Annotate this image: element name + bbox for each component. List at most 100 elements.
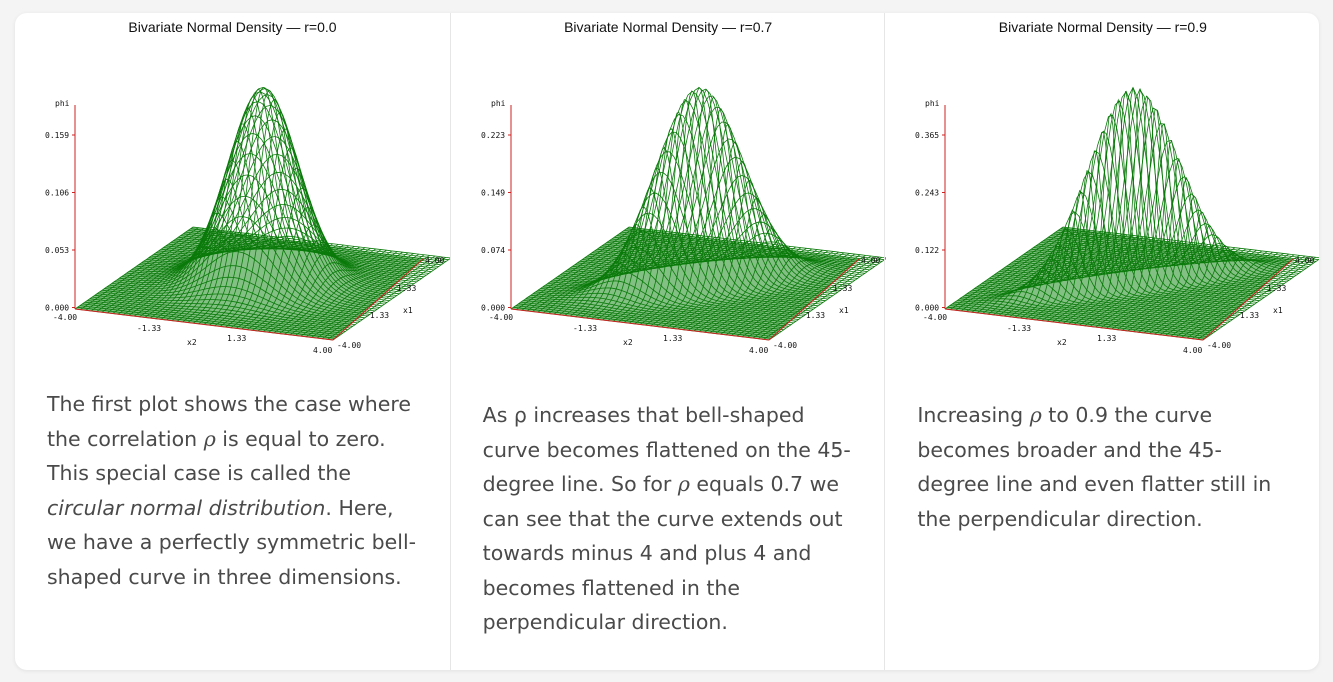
x2-tick-label: -4.00: [923, 313, 947, 322]
mesh-line: [558, 232, 678, 316]
caption-part: equals 0.7 we can see that the curve ext…: [482, 472, 843, 634]
mesh-line: [757, 256, 877, 340]
x2-axis: [510, 308, 769, 341]
mesh-line: [1111, 176, 1231, 330]
surface-plot: 0.223 0.149 0.074 0.000 phi -4.00 -1.33 1.33 4.0…: [481, 86, 886, 353]
mesh-line: [617, 128, 737, 323]
mesh-line: [1154, 251, 1274, 335]
x1-tick-label: -1.33: [365, 311, 389, 320]
mesh-line: [187, 108, 307, 323]
surface-plot: 0.365 0.243 0.122 0.000 phi -4.00 -1.33 1.33 4.0…: [915, 86, 1319, 353]
mesh-line: [305, 254, 425, 338]
mesh-line: [176, 141, 296, 322]
mesh-line: [295, 253, 414, 336]
mesh-line: [257, 239, 377, 332]
mesh-line: [650, 96, 769, 327]
z-axis-label: phi: [55, 99, 70, 108]
mesh-line: [537, 229, 656, 313]
x1-tick-label: 1.33: [833, 284, 852, 293]
x2-axis: [945, 308, 1204, 341]
mesh-line: [574, 234, 694, 318]
mesh-line: [241, 187, 360, 330]
mesh-line: [553, 231, 672, 315]
mesh-line: [1036, 189, 1155, 321]
mesh-line: [607, 167, 726, 321]
x1-axis-label: x1: [1273, 306, 1283, 315]
mesh-line: [1020, 235, 1139, 319]
mesh-line: [1063, 98, 1182, 324]
x2-axis: [74, 308, 334, 341]
mesh-line: [531, 229, 651, 312]
mesh-line: [982, 231, 1102, 314]
plot-title: Bivariate Normal Density — r=0.0: [128, 19, 337, 35]
x2-tick-label: 4.00: [1183, 346, 1202, 353]
z-tick-label: 0.149: [481, 189, 505, 198]
mesh-line: [1181, 255, 1301, 338]
caption-part: is equal to zero. This special case is c…: [47, 426, 386, 486]
x1-tick-label: 4.00: [1295, 256, 1314, 265]
mesh-group: [510, 86, 886, 341]
x2-axis-label: x2: [623, 338, 633, 347]
x1-tick-label: -4.00: [337, 341, 361, 350]
mesh-line: [687, 214, 807, 331]
mesh-line: [768, 258, 886, 341]
panel-r-0-9: Bivariate Normal Density — r=0.9 0.365 0.…: [884, 13, 1319, 670]
mesh-line: [139, 234, 258, 318]
caption-text: Increasing ρ to 0.9 the curve becomes br…: [917, 398, 1289, 536]
x1-tick-label: 1.33: [1267, 284, 1286, 293]
mesh-group: [945, 86, 1319, 341]
mesh-line: [80, 227, 199, 310]
mesh-line: [209, 90, 328, 326]
panel-r-0-7: Bivariate Normal Density — r=0.7 0.223 0.…: [449, 13, 886, 670]
rho-symbol: ρ: [1029, 403, 1042, 427]
caption-part: . Here, we have a perfectly symmetric be…: [47, 495, 417, 589]
x2-tick-label: -1.33: [1007, 324, 1031, 333]
x1-tick-label: -1.33: [801, 311, 825, 320]
mesh-line: [1101, 139, 1220, 329]
mesh-line: [1165, 253, 1284, 336]
mesh-line: [682, 198, 801, 331]
mesh-line: [993, 232, 1112, 316]
mesh-line: [725, 252, 844, 336]
mesh-line: [1127, 225, 1247, 332]
mesh-line: [1025, 227, 1145, 320]
mesh-line: [763, 256, 882, 340]
mesh-line: [1197, 256, 1317, 340]
mesh-line: [1133, 236, 1252, 332]
mesh-line: [521, 227, 640, 311]
mesh-line: [268, 249, 387, 333]
x1-axis: [768, 258, 860, 341]
mesh-line: [117, 231, 237, 315]
mesh-line: [966, 229, 1086, 312]
mesh-line: [1052, 130, 1172, 323]
mesh-line: [1144, 250, 1263, 334]
plot-title: Bivariate Normal Density — r=0.9: [998, 19, 1207, 35]
z-axis-label: phi: [925, 99, 940, 108]
x2-tick-label: 4.00: [749, 346, 768, 353]
mesh-line: [660, 123, 780, 328]
mesh-group: [74, 87, 450, 341]
mesh-line: [945, 226, 1064, 310]
caption-part: Increasing: [917, 403, 1030, 427]
caption-part: As ρ increases that bell-shaped curve be…: [482, 403, 851, 496]
mesh-line: [639, 86, 758, 325]
z-tick-label: 0.074: [481, 246, 505, 255]
mesh-line: [85, 227, 205, 311]
mesh-line: [977, 230, 1096, 314]
mesh-line: [107, 230, 226, 314]
panel-r-0-0: Bivariate Normal Density — r=0.0 0.159 0.…: [15, 13, 450, 670]
mesh-line: [219, 112, 339, 327]
mesh-line: [998, 233, 1118, 316]
rho-symbol: ρ: [677, 472, 690, 496]
mesh-line: [1106, 158, 1225, 329]
x2-tick-label: -1.33: [137, 324, 161, 333]
mesh-line: [1068, 91, 1188, 325]
mesh-line: [510, 226, 629, 310]
mesh-line: [96, 229, 215, 312]
x1-tick-label: 4.00: [425, 256, 444, 265]
mesh-line: [198, 89, 317, 325]
mesh-line: [273, 250, 393, 334]
rho-symbol: ρ: [203, 426, 216, 451]
x1-tick-label: -1.33: [1235, 311, 1259, 320]
mesh-line: [580, 235, 699, 318]
